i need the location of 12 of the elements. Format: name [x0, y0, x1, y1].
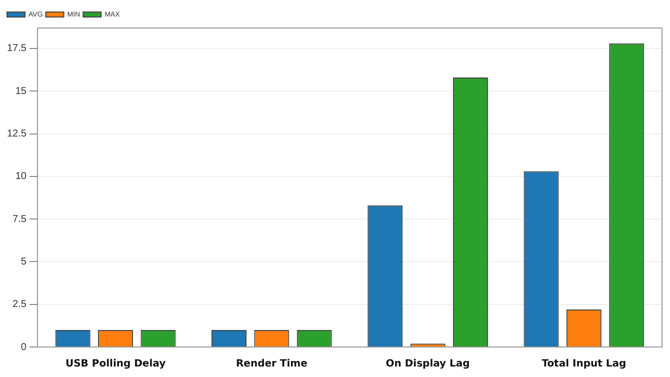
y-tick-label: 10 [15, 171, 27, 182]
y-tick-label: 12.5 [6, 128, 27, 140]
y-tick-label: 0 [20, 342, 27, 353]
x-tick-label: Render Time [236, 358, 308, 370]
y-tick-label: 17.5 [6, 43, 27, 54]
y-tick-label: 2.5 [12, 299, 27, 310]
y-tick-label: 15 [15, 86, 27, 97]
x-tick-label: USB Polling Delay [65, 358, 166, 370]
y-tick-label: 7.5 [12, 214, 27, 225]
x-tick-label: On Display Lag [386, 358, 470, 370]
x-tick-label: Total Input Lag [542, 358, 626, 370]
y-tick-label: 5 [20, 256, 27, 268]
